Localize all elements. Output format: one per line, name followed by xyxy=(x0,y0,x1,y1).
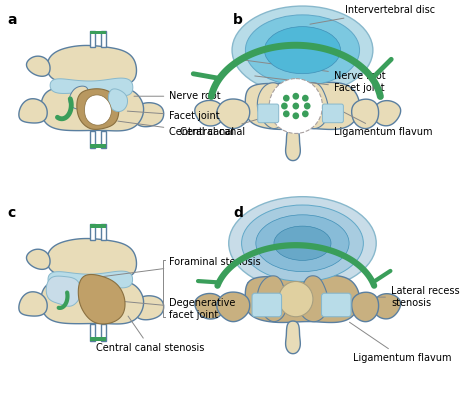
Polygon shape xyxy=(245,275,360,323)
Text: Ligamentum flavum: Ligamentum flavum xyxy=(349,322,451,363)
Circle shape xyxy=(283,95,290,102)
Polygon shape xyxy=(47,45,137,84)
Polygon shape xyxy=(91,31,95,47)
Polygon shape xyxy=(91,130,95,148)
Polygon shape xyxy=(19,292,47,316)
Polygon shape xyxy=(27,56,50,76)
Text: Nerve root: Nerve root xyxy=(238,59,385,81)
Text: a: a xyxy=(8,13,17,27)
Polygon shape xyxy=(195,100,224,126)
Polygon shape xyxy=(352,292,379,322)
Polygon shape xyxy=(286,128,301,161)
Ellipse shape xyxy=(242,205,364,281)
Polygon shape xyxy=(91,224,106,228)
Circle shape xyxy=(283,110,290,117)
Text: d: d xyxy=(233,206,243,220)
Polygon shape xyxy=(91,31,106,35)
Text: Facet joint: Facet joint xyxy=(128,111,220,121)
Circle shape xyxy=(292,93,299,100)
FancyBboxPatch shape xyxy=(321,293,351,317)
Circle shape xyxy=(281,102,288,110)
Polygon shape xyxy=(50,78,133,96)
Polygon shape xyxy=(91,144,106,148)
Polygon shape xyxy=(217,99,250,128)
Polygon shape xyxy=(109,89,128,112)
Polygon shape xyxy=(47,238,137,277)
Polygon shape xyxy=(257,276,286,322)
Polygon shape xyxy=(27,249,50,269)
Circle shape xyxy=(302,95,309,102)
Text: c: c xyxy=(8,206,16,220)
Polygon shape xyxy=(101,31,106,47)
Circle shape xyxy=(292,102,299,110)
Polygon shape xyxy=(77,89,119,129)
Circle shape xyxy=(269,78,322,134)
Polygon shape xyxy=(374,100,401,126)
Text: Central canal: Central canal xyxy=(118,121,235,138)
Polygon shape xyxy=(41,87,144,131)
Text: Central canal stenosis: Central canal stenosis xyxy=(96,316,204,353)
Ellipse shape xyxy=(264,27,340,74)
Text: Central canal: Central canal xyxy=(180,109,293,138)
Ellipse shape xyxy=(229,197,376,290)
Polygon shape xyxy=(257,83,286,128)
FancyBboxPatch shape xyxy=(322,104,343,123)
Circle shape xyxy=(292,112,299,119)
Polygon shape xyxy=(286,321,301,354)
Text: Ligamentum flavum: Ligamentum flavum xyxy=(334,109,432,138)
Polygon shape xyxy=(134,296,164,320)
Ellipse shape xyxy=(232,6,373,94)
Polygon shape xyxy=(300,276,328,322)
Ellipse shape xyxy=(274,226,331,260)
Polygon shape xyxy=(300,83,328,128)
Text: Degenerative
facet joint: Degenerative facet joint xyxy=(100,298,236,320)
Text: Nerve root: Nerve root xyxy=(134,91,221,101)
Polygon shape xyxy=(374,294,401,319)
FancyBboxPatch shape xyxy=(252,293,282,317)
Circle shape xyxy=(304,102,310,110)
Circle shape xyxy=(279,281,313,317)
Text: b: b xyxy=(233,13,243,27)
Polygon shape xyxy=(217,292,250,322)
Polygon shape xyxy=(134,103,164,127)
Circle shape xyxy=(302,110,309,117)
Polygon shape xyxy=(46,276,81,306)
Text: Lateral recess
stenosis: Lateral recess stenosis xyxy=(379,286,460,308)
Ellipse shape xyxy=(246,15,360,85)
Polygon shape xyxy=(69,86,89,109)
Polygon shape xyxy=(84,95,111,125)
Text: Facet joint: Facet joint xyxy=(255,76,384,93)
Polygon shape xyxy=(19,99,47,123)
Polygon shape xyxy=(101,224,106,240)
Polygon shape xyxy=(91,337,106,341)
Polygon shape xyxy=(41,281,144,324)
Polygon shape xyxy=(78,275,125,324)
Polygon shape xyxy=(245,82,360,130)
Ellipse shape xyxy=(256,215,349,271)
Polygon shape xyxy=(352,99,379,128)
Text: Intervertebral disc: Intervertebral disc xyxy=(310,5,436,24)
Polygon shape xyxy=(101,130,106,148)
Polygon shape xyxy=(48,271,133,288)
Polygon shape xyxy=(91,224,95,240)
FancyBboxPatch shape xyxy=(258,104,279,123)
Polygon shape xyxy=(195,294,224,319)
Polygon shape xyxy=(101,323,106,341)
Polygon shape xyxy=(91,323,95,341)
Text: Foraminal stenosis: Foraminal stenosis xyxy=(83,257,261,279)
